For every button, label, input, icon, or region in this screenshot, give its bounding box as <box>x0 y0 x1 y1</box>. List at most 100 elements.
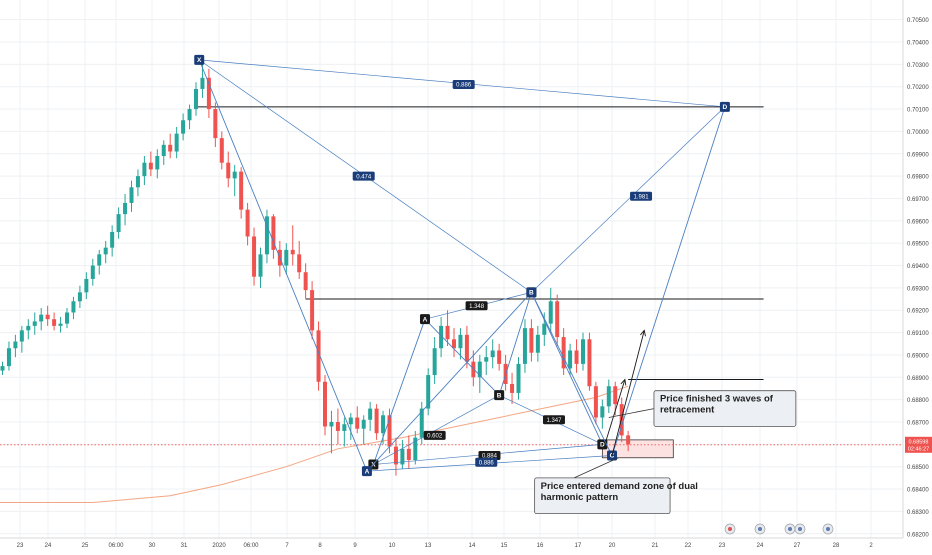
candle-body[interactable] <box>581 339 585 364</box>
candle-body[interactable] <box>510 384 515 393</box>
candle-body[interactable] <box>413 437 418 460</box>
annotation-box[interactable] <box>653 390 797 427</box>
candle-body[interactable] <box>161 144 166 156</box>
candle-body[interactable] <box>484 357 489 362</box>
candle-body[interactable] <box>284 249 289 266</box>
candle-body[interactable] <box>471 361 476 378</box>
candle-body[interactable] <box>497 350 502 364</box>
projection-arrow[interactable] <box>611 330 645 456</box>
candle-body[interactable] <box>445 325 450 340</box>
candle-body[interactable] <box>245 209 250 237</box>
candle-body[interactable] <box>232 171 237 179</box>
candle-body[interactable] <box>522 328 527 364</box>
candle-body[interactable] <box>155 156 160 170</box>
candle-body[interactable] <box>45 314 50 320</box>
candle-body[interactable] <box>400 448 405 465</box>
candle-body[interactable] <box>355 417 360 429</box>
candle-body[interactable] <box>110 232 115 248</box>
candle-body[interactable] <box>458 334 463 349</box>
candle-body[interactable] <box>123 202 128 215</box>
candle-body[interactable] <box>116 214 121 232</box>
harmonic-large-point-badge[interactable] <box>361 466 372 477</box>
candle-body[interactable] <box>464 334 469 362</box>
candle-body[interactable] <box>19 330 24 342</box>
candle-body[interactable] <box>77 292 82 302</box>
candle-body[interactable] <box>381 415 386 434</box>
candle-body[interactable] <box>58 323 63 326</box>
candle-body[interactable] <box>206 77 211 110</box>
candle-body[interactable] <box>323 381 327 427</box>
candle-body[interactable] <box>432 348 437 376</box>
candle-body[interactable] <box>439 325 444 349</box>
candle-body[interactable] <box>426 375 431 409</box>
candle-body[interactable] <box>71 301 76 313</box>
candle-body[interactable] <box>548 301 553 324</box>
candle-body[interactable] <box>65 312 69 324</box>
candle-body[interactable] <box>135 176 140 188</box>
candle-body[interactable] <box>297 254 302 273</box>
candle-body[interactable] <box>174 133 179 152</box>
candle-body[interactable] <box>303 272 308 291</box>
candle-body[interactable] <box>368 408 373 420</box>
candle-body[interactable] <box>90 265 95 279</box>
harmonic-large-point-badge[interactable] <box>526 287 537 298</box>
candle-body[interactable] <box>348 417 353 425</box>
candle-body[interactable] <box>613 386 618 405</box>
candle-body[interactable] <box>258 254 263 277</box>
candle-body[interactable] <box>374 408 379 434</box>
candle-body[interactable] <box>535 334 540 353</box>
candle-body[interactable] <box>490 350 495 358</box>
candle-body[interactable] <box>419 408 424 438</box>
candle-body[interactable] <box>568 350 573 369</box>
candle-body[interactable] <box>264 216 269 255</box>
candle-body[interactable] <box>561 337 566 369</box>
candle-body[interactable] <box>361 419 366 429</box>
candle-body[interactable] <box>32 321 37 326</box>
candle-body[interactable] <box>406 448 411 460</box>
projection-arrow[interactable] <box>605 379 626 443</box>
candle-body[interactable] <box>26 325 31 331</box>
candle-body[interactable] <box>516 363 521 393</box>
candle-body[interactable] <box>252 236 257 277</box>
candle-body[interactable] <box>13 341 18 349</box>
candle-body[interactable] <box>555 301 560 338</box>
candle-body[interactable] <box>200 77 205 89</box>
harmonic-large-point-badge[interactable] <box>719 101 730 112</box>
candle-body[interactable] <box>600 406 605 418</box>
candle-body[interactable] <box>181 120 186 134</box>
candle-body[interactable] <box>52 319 57 326</box>
candle-body[interactable] <box>542 323 547 335</box>
candle-body[interactable] <box>219 138 224 163</box>
candle-body[interactable] <box>6 348 11 367</box>
candle-body[interactable] <box>477 361 482 378</box>
annotation-box[interactable] <box>534 477 671 515</box>
harmonic-small-point-badge[interactable] <box>494 390 505 401</box>
candle-body[interactable] <box>194 88 198 110</box>
candle-body[interactable] <box>39 314 44 322</box>
harmonic-small-point-badge[interactable] <box>419 314 430 325</box>
candle-body[interactable] <box>168 144 173 152</box>
candle-body[interactable] <box>593 386 598 418</box>
candle-body[interactable] <box>626 435 631 445</box>
candle-body[interactable] <box>529 328 534 353</box>
candle-body[interactable] <box>0 366 5 371</box>
candle-body[interactable] <box>129 187 134 203</box>
candle-body[interactable] <box>393 446 398 465</box>
candle-body[interactable] <box>97 254 102 266</box>
harmonic-large-point-badge[interactable] <box>194 54 205 65</box>
candle-body[interactable] <box>187 109 192 121</box>
candle-body[interactable] <box>84 278 89 293</box>
candle-body[interactable] <box>213 109 218 139</box>
candle-body[interactable] <box>452 339 456 349</box>
candle-body[interactable] <box>574 350 579 364</box>
candle-body[interactable] <box>226 162 231 179</box>
candle-body[interactable] <box>290 249 295 255</box>
candle-body[interactable] <box>329 422 334 427</box>
candle-body[interactable] <box>387 415 392 447</box>
candle-body[interactable] <box>316 330 321 382</box>
candle-body[interactable] <box>239 171 244 210</box>
candle-body[interactable] <box>587 339 592 387</box>
candle-body[interactable] <box>142 162 147 177</box>
